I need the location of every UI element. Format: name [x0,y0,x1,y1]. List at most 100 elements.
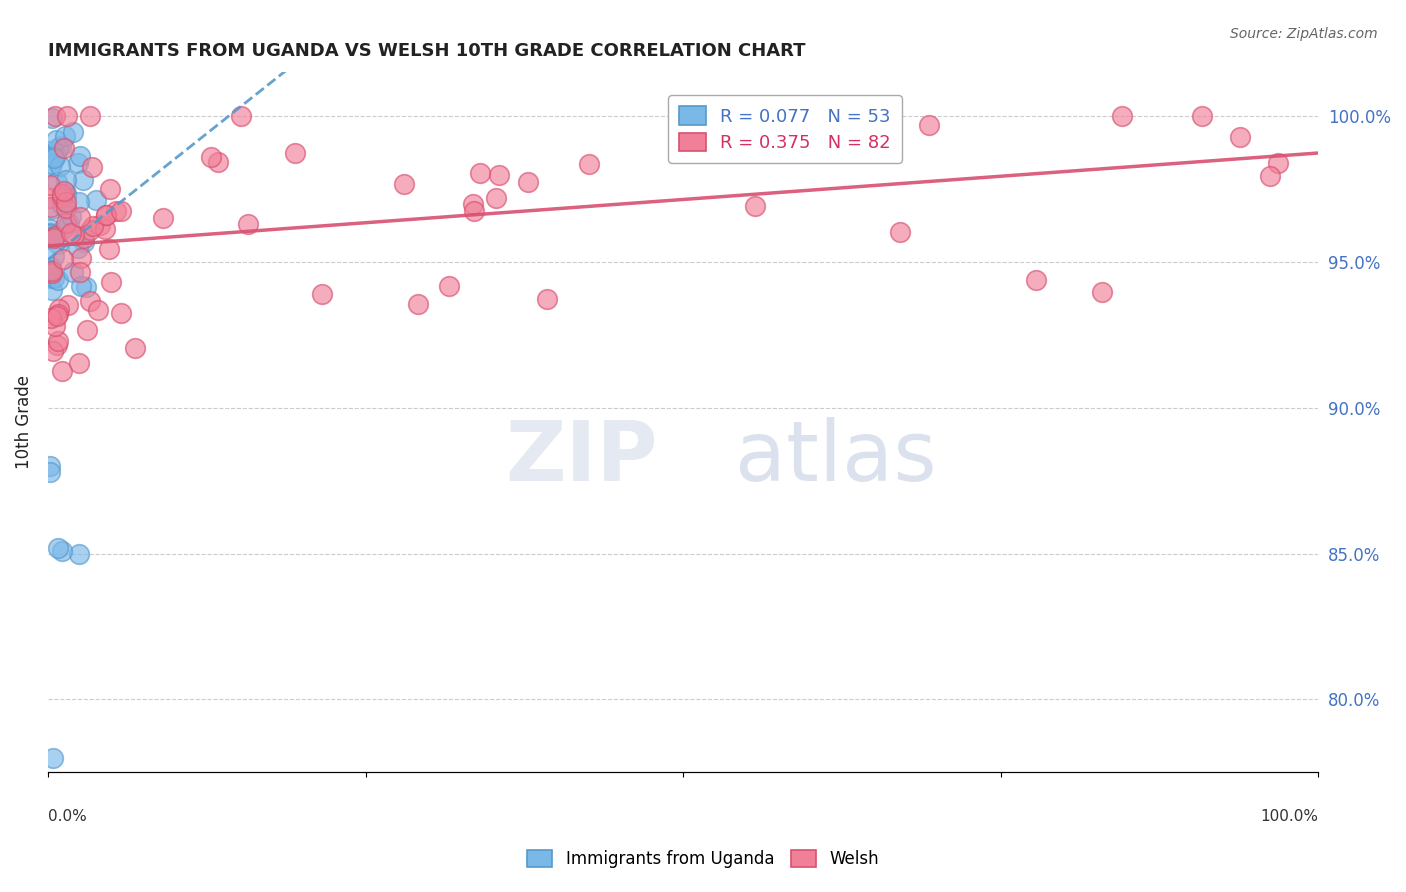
Point [38,221,60,235]
Y-axis label: 10th Grade: 10th Grade [15,376,32,469]
Point [38,227,60,242]
Point [39,144,62,158]
Point [38,178,60,192]
Point [73,231,96,245]
Point [44,151,66,165]
Point [759,125,782,139]
Point [42,751,65,765]
Point [1025,273,1047,287]
Point [41,202,63,216]
Point [44,271,66,285]
Point [46,334,69,349]
Point [46,175,69,189]
Point [94,208,117,222]
Point [236,217,259,231]
Point [46,307,69,321]
Text: Source: ZipAtlas.com: Source: ZipAtlas.com [1230,27,1378,41]
Point [70,251,93,265]
Point [1260,169,1282,183]
Point [94,221,117,235]
Point [44,109,66,123]
Point [46,309,69,323]
Point [200,150,222,164]
Point [46,273,69,287]
Point [67,241,90,255]
Point [889,225,911,239]
Point [58,216,80,230]
Point [744,199,766,213]
Point [42,249,65,263]
Point [49,159,72,173]
Point [485,190,508,204]
Point [110,306,132,320]
Point [67,156,90,170]
Point [62,227,84,242]
Point [49,139,72,153]
Point [79,109,101,123]
Point [48,302,70,317]
Point [51,198,73,212]
Point [55,201,77,215]
Point [44,229,66,244]
Point [62,125,84,139]
Point [39,260,62,274]
Text: 100.0%: 100.0% [1260,809,1319,824]
Point [52,252,75,267]
Point [1091,285,1114,300]
Point [104,203,127,218]
Point [46,141,69,155]
Point [578,156,600,170]
Point [45,133,67,147]
Point [52,221,75,235]
Text: ZIP: ZIP [505,417,658,498]
Point [59,210,82,224]
Point [41,112,63,126]
Point [42,149,65,163]
Point [62,265,84,279]
Point [84,193,107,207]
Point [39,465,62,479]
Point [53,128,76,143]
Point [46,541,69,555]
Point [73,235,96,249]
Point [406,297,429,311]
Point [463,204,485,219]
Point [69,264,91,278]
Point [69,210,91,224]
Point [41,283,63,297]
Point [1267,155,1289,169]
Point [488,169,510,183]
Point [463,197,485,211]
Point [72,172,94,186]
Point [53,141,76,155]
Point [39,264,62,278]
Text: IMMIGRANTS FROM UGANDA VS WELSH 10TH GRADE CORRELATION CHART: IMMIGRANTS FROM UGANDA VS WELSH 10TH GRA… [48,42,806,60]
Point [41,266,63,280]
Point [42,231,65,245]
Point [87,303,110,318]
Point [44,228,66,243]
Point [56,298,79,312]
Point [207,155,229,169]
Point [311,287,333,301]
Point [39,310,62,325]
Point [69,149,91,163]
Point [41,264,63,278]
Point [100,275,122,289]
Point [67,356,90,370]
Point [835,109,858,123]
Point [124,341,146,355]
Point [67,195,90,210]
Point [41,156,63,170]
Point [94,208,117,222]
Point [51,543,73,558]
Point [76,323,98,337]
Point [1191,109,1213,123]
Point [38,161,60,175]
Point [55,186,77,200]
Point [89,218,111,232]
Point [60,226,83,240]
Point [55,173,77,187]
Point [56,109,79,123]
Point [75,279,97,293]
